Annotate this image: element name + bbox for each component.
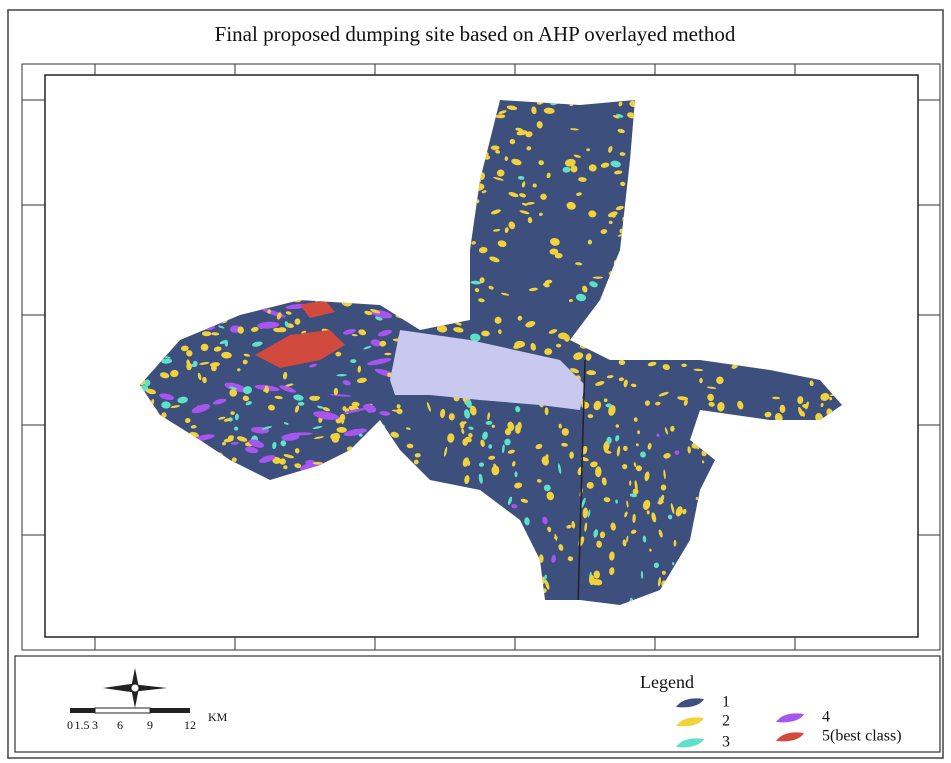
legend-label: 5(best class) [822, 728, 902, 745]
patch [604, 398, 608, 402]
legend-label: 2 [722, 713, 730, 730]
scale-label: 0 [67, 718, 73, 732]
legend-label: 4 [822, 709, 830, 726]
patch [623, 446, 628, 451]
legend-label: 3 [722, 734, 730, 751]
legend-title: Legend [640, 672, 694, 692]
patch [699, 378, 703, 383]
legend-panel [15, 656, 940, 752]
patch [335, 352, 341, 357]
scale-label: 3 [92, 718, 98, 732]
patch [460, 421, 464, 428]
scale-label: 1.5 [75, 718, 90, 732]
scale-label: 12 [184, 718, 196, 732]
legend-label: 1 [722, 694, 730, 711]
scale-unit: KM [208, 710, 228, 724]
scale-segment [95, 708, 150, 713]
scale-label: 9 [147, 718, 153, 732]
scale-segment [70, 708, 95, 713]
patch [606, 437, 611, 444]
scale-label: 6 [117, 718, 123, 732]
map-figure: Final proposed dumping site based on AHP… [0, 0, 951, 763]
map-title: Final proposed dumping site based on AHP… [215, 22, 736, 46]
scale-segment [150, 708, 190, 713]
patch [558, 332, 568, 339]
patch [202, 331, 211, 336]
